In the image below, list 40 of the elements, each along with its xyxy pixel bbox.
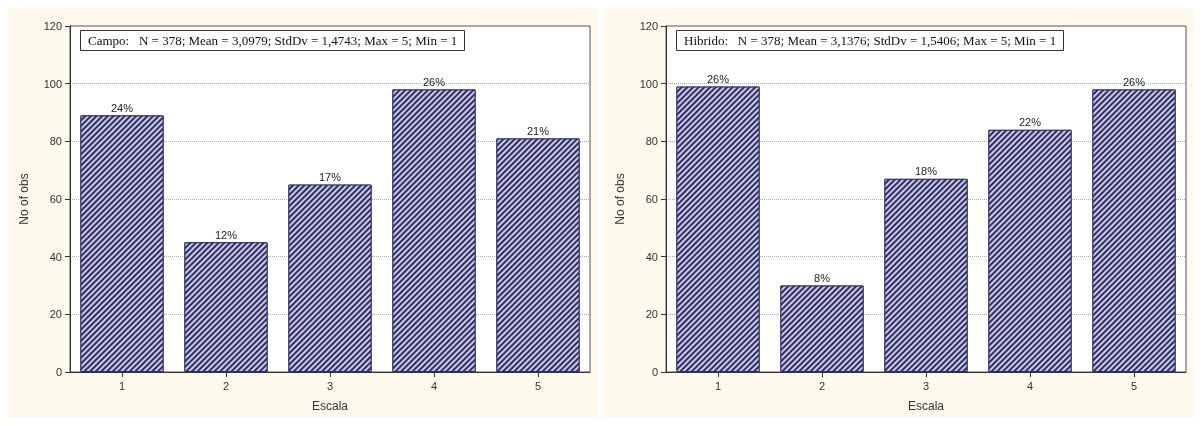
y-tick-label: 20 bbox=[49, 308, 62, 321]
x-tick-label: 3 bbox=[326, 379, 334, 392]
x-tick-label: 4 bbox=[1026, 379, 1034, 392]
annotation: 17% bbox=[318, 171, 342, 184]
annotation: 18% bbox=[914, 165, 938, 178]
text: Campo: N = 378; Mean = 3,0979; StdDv = 1,4743; Max = 5; Min = 1 bbox=[88, 33, 458, 48]
annotation: 12% bbox=[214, 228, 238, 241]
y-tick-label: 40 bbox=[49, 250, 62, 263]
x-tick-label: 1 bbox=[714, 379, 722, 392]
annotation: 26% bbox=[422, 75, 446, 88]
y-tick-label: 120 bbox=[43, 20, 62, 32]
y-tick-label: 20 bbox=[645, 308, 658, 321]
y-tick-label: 100 bbox=[639, 77, 658, 90]
text: Hibrido: N = 378; Mean = 3,1376; StdDv = 1,5406; Max = 5; Min = 1 bbox=[684, 33, 1057, 48]
annotation: 22% bbox=[1018, 116, 1042, 129]
y-tick-label: 0 bbox=[651, 366, 658, 378]
annotation: 21% bbox=[526, 124, 550, 137]
x-tick-label: 2 bbox=[222, 379, 230, 392]
y-tick-label: 80 bbox=[645, 135, 658, 148]
x-tick-label: 5 bbox=[534, 379, 542, 392]
x-tick-label: 1 bbox=[118, 379, 126, 392]
x-axis-title: Escala bbox=[907, 399, 945, 413]
y-tick-label: 40 bbox=[645, 250, 658, 263]
x-tick-label: 5 bbox=[1130, 379, 1138, 392]
annotation: 24% bbox=[110, 101, 134, 114]
annotation: 8% bbox=[814, 272, 831, 284]
annotation: 26% bbox=[1122, 75, 1146, 88]
y-tick-label: 60 bbox=[645, 193, 658, 205]
y-tick-label: 80 bbox=[49, 135, 62, 148]
y-axis-title: No of obs bbox=[613, 173, 627, 225]
y-axis-title: No of obs bbox=[17, 173, 31, 225]
y-tick-label: 100 bbox=[43, 77, 62, 90]
y-tick-label: 120 bbox=[639, 20, 658, 32]
x-tick-label: 3 bbox=[922, 379, 930, 392]
annotation: 26% bbox=[706, 73, 730, 86]
x-tick-label: 2 bbox=[818, 379, 826, 392]
x-tick-label: 4 bbox=[430, 379, 438, 392]
y-tick-label: 60 bbox=[49, 193, 62, 205]
y-tick-label: 0 bbox=[55, 366, 62, 378]
x-axis-title: Escala bbox=[311, 399, 349, 413]
